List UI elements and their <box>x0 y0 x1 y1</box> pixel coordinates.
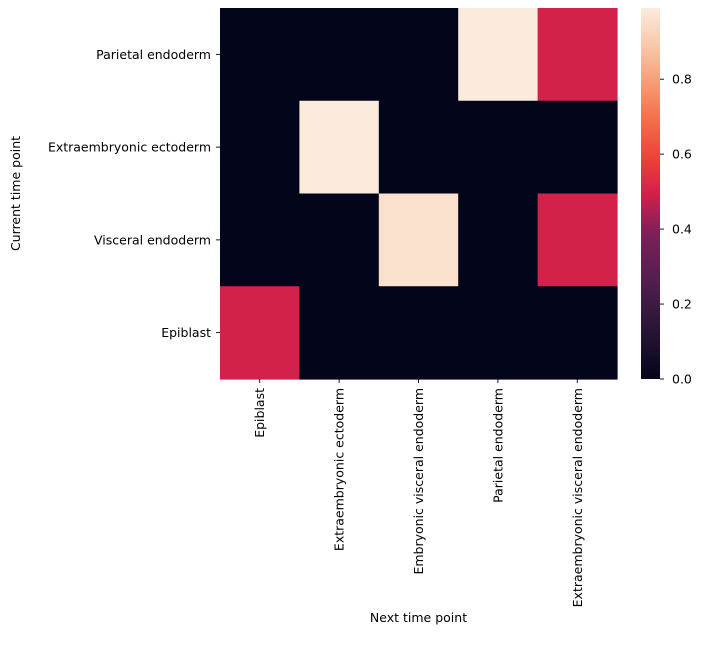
heatmap-cell <box>378 286 459 380</box>
y-tick-label: Parietal endoderm <box>96 47 211 62</box>
heatmap-cell <box>458 100 539 195</box>
heatmap-cell <box>299 286 380 380</box>
colorbar-ticks: 0.0 0.2 0.4 0.6 0.8 <box>660 72 692 387</box>
heatmap-cell <box>458 286 539 380</box>
heatmap-cell <box>537 8 618 102</box>
x-tick-label: Extraembryonic visceral endoderm <box>570 388 585 607</box>
y-axis-ticks: Parietal endoderm Extraembryonic ectoderm… <box>48 47 220 340</box>
heatmap-cell <box>537 100 618 195</box>
x-axis-ticks: Epiblast Extraembryonic ectoderm Embryonic… <box>252 379 585 607</box>
colorbar-tick-label: 0.0 <box>672 372 692 387</box>
heatmap-cell <box>458 193 539 287</box>
x-tick-label: Epiblast <box>252 388 267 438</box>
x-tick-label: Embryonic visceral endoderm <box>411 388 426 575</box>
y-tick-label: Extraembryonic ectoderm <box>48 140 211 155</box>
heatmap-cell <box>299 100 380 195</box>
heatmap-cell <box>220 193 300 287</box>
heatmap-cell <box>537 286 618 380</box>
y-tick-label: Visceral endoderm <box>94 232 211 247</box>
colorbar <box>641 8 660 379</box>
heatmap-cell <box>378 8 459 102</box>
x-tick-label: Extraembryonic ectoderm <box>332 388 347 551</box>
heatmap-cell <box>378 100 459 195</box>
heatmap-cells <box>220 8 618 380</box>
heatmap-cell <box>299 8 380 102</box>
colorbar-tick-label: 0.4 <box>672 222 692 237</box>
colorbar-tick-label: 0.2 <box>672 297 692 312</box>
heatmap-cell <box>378 193 459 287</box>
heatmap-cell <box>299 193 380 287</box>
colorbar-tick-label: 0.8 <box>672 72 692 87</box>
y-axis-title: Current time point <box>8 136 23 251</box>
heatmap-cell <box>220 100 300 195</box>
x-tick-label: Parietal endoderm <box>490 388 505 503</box>
heatmap-cell <box>220 286 300 380</box>
heatmap-cell <box>537 193 618 287</box>
heatmap-cell <box>220 8 300 102</box>
y-tick-label: Epiblast <box>161 325 211 340</box>
x-axis-title: Next time point <box>370 610 467 625</box>
heatmap-cell <box>458 8 539 102</box>
colorbar-tick-label: 0.6 <box>672 147 692 162</box>
